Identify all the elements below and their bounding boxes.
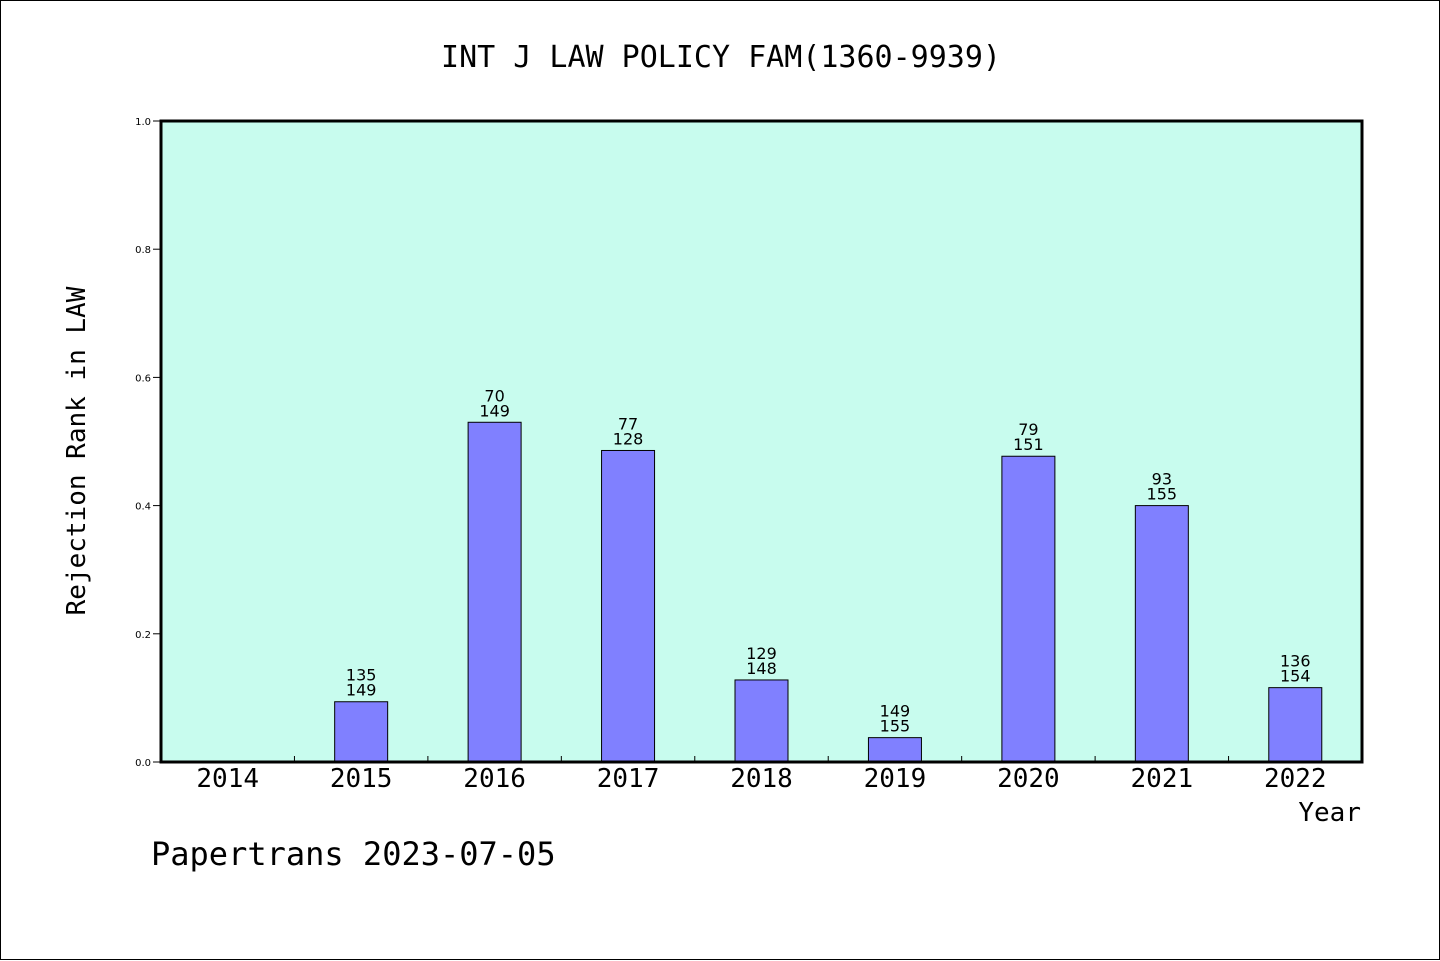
x-tick-label: 2014: [196, 764, 259, 794]
bar-label-total: 149: [479, 401, 510, 420]
bar-2017: [601, 449, 656, 763]
bar-label-rank: 79: [1018, 420, 1038, 439]
x-tick-label: 2018: [730, 764, 793, 794]
y-tick-label: 0.0: [135, 758, 151, 769]
bar-label-total: 155: [880, 717, 911, 736]
bar-label-total: 128: [613, 429, 644, 448]
bar-2018: [734, 679, 789, 763]
y-axis: 0.0 0.2 0.4 0.6 0.8 1.0: [135, 117, 161, 769]
bar-labels-group: 1351497014977128129148149155791519315513…: [346, 386, 1311, 735]
x-axis-label: Year: [1298, 798, 1361, 828]
y-tick-label: 0.2: [135, 630, 151, 641]
plot-border: [159, 119, 1364, 764]
bar-label-total: 148: [746, 659, 777, 678]
x-tick-label: 2021: [1131, 764, 1194, 794]
bar-2021: [1134, 505, 1189, 763]
bar-label-total: 149: [346, 681, 377, 700]
footer-text: Papertrans 2023-07-05: [151, 835, 556, 873]
bar-label-total: 154: [1280, 667, 1311, 686]
x-tick-label: 2022: [1264, 764, 1327, 794]
y-tick-label: 0.6: [135, 373, 151, 384]
x-axis: 2014 2015 2016 2017 2018 2019 2020 2021 2022: [196, 756, 1327, 794]
bar-label-rank: 135: [346, 666, 377, 685]
bar-label-rank: 136: [1280, 652, 1311, 671]
y-tick-label: 0.8: [135, 245, 151, 256]
y-tick-label: 0.4: [135, 502, 151, 513]
bar-label-total: 151: [1013, 435, 1044, 454]
bar-2022: [1268, 687, 1323, 763]
bar-label-rank: 129: [746, 644, 777, 663]
bars-group: [334, 421, 1323, 763]
x-tick-label: 2015: [330, 764, 393, 794]
y-tick-label: 1.0: [135, 117, 151, 128]
bar-2015: [334, 701, 389, 763]
y-axis-label: Rejection Rank in LAW: [62, 286, 92, 615]
bar-label-rank: 77: [618, 414, 638, 433]
bar-label-rank: 70: [484, 386, 504, 405]
x-tick-label: 2020: [997, 764, 1060, 794]
bar-2019: [867, 737, 922, 763]
bar-2020: [1001, 455, 1056, 763]
chart-title: INT J LAW POLICY FAM(1360-9939): [441, 40, 1001, 75]
x-tick-label: 2019: [864, 764, 927, 794]
bar-label-total: 155: [1147, 485, 1178, 504]
bar-label-rank: 149: [880, 702, 911, 721]
x-tick-label: 2017: [597, 764, 660, 794]
bar-2016: [467, 421, 522, 763]
bar-label-rank: 93: [1152, 470, 1172, 489]
x-tick-label: 2016: [463, 764, 526, 794]
